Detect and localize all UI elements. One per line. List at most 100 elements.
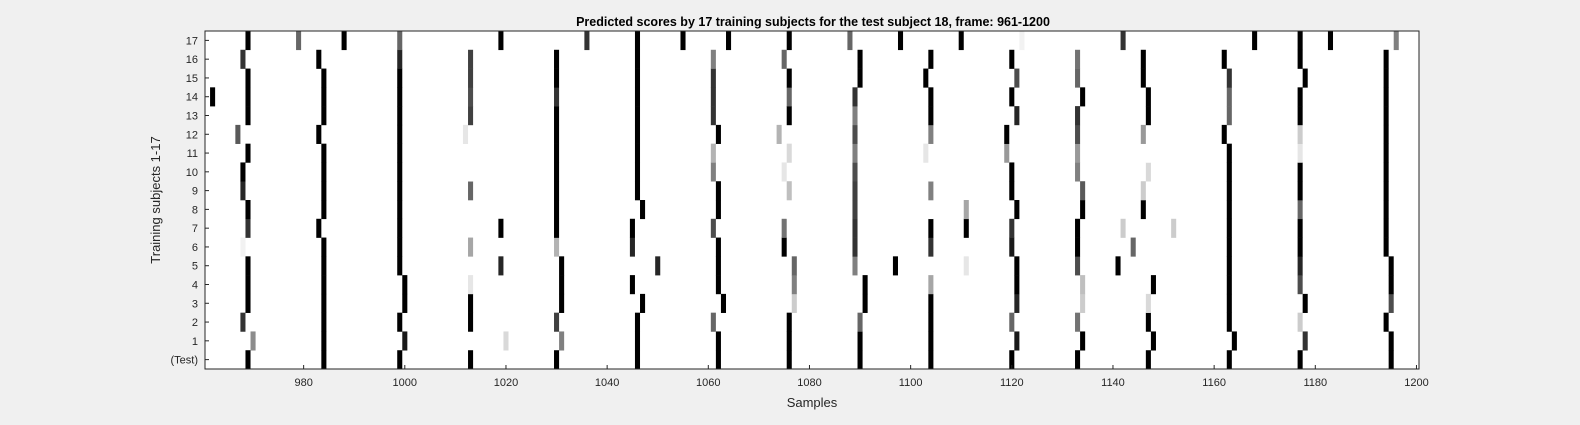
heatmap-cell [1145, 143, 1151, 163]
heatmap-cell [397, 143, 403, 163]
heatmap-cell [629, 237, 635, 257]
heatmap-cell [245, 68, 251, 88]
heatmap-cell [468, 275, 474, 295]
heatmap-cell [245, 256, 251, 276]
heatmap-cell [402, 331, 408, 351]
x-tick-label: 1160 [1202, 377, 1226, 389]
heatmap-cell [852, 181, 858, 201]
heatmap-cell [296, 31, 302, 51]
heatmap-cell [1221, 49, 1227, 69]
heatmap-cell [554, 200, 560, 220]
heatmap-cell [498, 31, 504, 51]
heatmap-cell [1226, 237, 1232, 257]
heatmap-cell [554, 350, 560, 370]
plot-area-frame [204, 30, 1420, 370]
heatmap-cell [1140, 49, 1146, 69]
heatmap-cell [245, 87, 251, 107]
heatmap-cell [1075, 68, 1081, 88]
heatmap-cell [1075, 312, 1081, 332]
heatmap-cell [321, 331, 327, 351]
heatmap-cell [1145, 350, 1151, 370]
heatmap-cells [210, 31, 1399, 370]
heatmap-cell [321, 68, 327, 88]
heatmap-cell [1075, 162, 1081, 182]
heatmap-cell [715, 200, 721, 220]
heatmap-cell [1226, 275, 1232, 295]
heatmap-cell [928, 200, 934, 220]
heatmap-cell [1388, 350, 1394, 370]
heatmap-cell [316, 218, 322, 238]
y-tick-label: 14 [186, 92, 198, 104]
heatmap-cell [397, 350, 403, 370]
heatmap-cell [781, 49, 787, 69]
y-tick-label: 16 [186, 54, 198, 66]
x-tick-label: 1060 [696, 377, 720, 389]
heatmap-cell [928, 181, 934, 201]
heatmap-cell [245, 106, 251, 126]
heatmap-cell [1388, 256, 1394, 276]
heatmap-cell [321, 275, 327, 295]
heatmap-cell [715, 256, 721, 276]
y-tick-label: 15 [186, 73, 198, 85]
heatmap-cell [710, 218, 716, 238]
heatmap-cell [1383, 143, 1389, 163]
heatmap-cell [316, 124, 322, 144]
heatmap-cell [847, 31, 853, 51]
heatmap-cell [786, 106, 792, 126]
heatmap-cell [468, 350, 474, 370]
heatmap-cell [1004, 124, 1010, 144]
heatmap-cell [559, 293, 565, 313]
heatmap-cell [715, 181, 721, 201]
heatmap-cell [710, 162, 716, 182]
x-tick-label: 1000 [393, 377, 417, 389]
plot-area-background [205, 31, 1419, 369]
heatmap-cell [1014, 293, 1020, 313]
heatmap-cell [928, 218, 934, 238]
heatmap-cell [1383, 181, 1389, 201]
heatmap-cell [1014, 275, 1020, 295]
heatmap-cell [892, 256, 898, 276]
heatmap-cell [1145, 293, 1151, 313]
heatmap-cell [928, 312, 934, 332]
heatmap-cell [1145, 162, 1151, 182]
heatmap-cell [397, 256, 403, 276]
heatmap-cell [928, 124, 934, 144]
heatmap-cell [1145, 312, 1151, 332]
heatmap-cell [397, 124, 403, 144]
heatmap-cell [928, 49, 934, 69]
heatmap-cell [397, 31, 403, 51]
heatmap-cell [928, 331, 934, 351]
heatmap-cell [852, 124, 858, 144]
heatmap-cell [245, 218, 251, 238]
heatmap-cell [1297, 162, 1303, 182]
heatmap-cell [640, 200, 646, 220]
heatmap-cell [402, 275, 408, 295]
heatmap-cell [963, 200, 969, 220]
y-tick-label: 10 [186, 167, 198, 179]
heatmap-cell [1297, 181, 1303, 201]
heatmap-cell [629, 218, 635, 238]
heatmap-cell [710, 68, 716, 88]
heatmap-cell [928, 293, 934, 313]
heatmap-cell [468, 237, 474, 257]
x-tick-label: 1180 [1303, 377, 1327, 389]
y-tick-label: 12 [186, 129, 198, 141]
heatmap-cell [1009, 87, 1015, 107]
heatmap-cell [1327, 31, 1334, 51]
heatmap-cell [468, 293, 474, 313]
heatmap-cell [559, 275, 565, 295]
y-tick-label: 11 [187, 148, 198, 160]
heatmap-cell [862, 275, 868, 295]
heatmap-cell [1075, 143, 1081, 163]
heatmap-cell [245, 31, 251, 51]
heatmap-cell [1009, 162, 1015, 182]
heatmap-cell [341, 31, 347, 51]
heatmap-cell [245, 350, 251, 370]
heatmap-cell [554, 124, 560, 144]
heatmap-cell [397, 87, 403, 107]
heatmap-cell [1120, 31, 1126, 51]
heatmap-cell [468, 200, 474, 220]
heatmap-cell [786, 31, 792, 51]
heatmap-cell [1145, 106, 1151, 126]
heatmap-cell [857, 68, 863, 88]
